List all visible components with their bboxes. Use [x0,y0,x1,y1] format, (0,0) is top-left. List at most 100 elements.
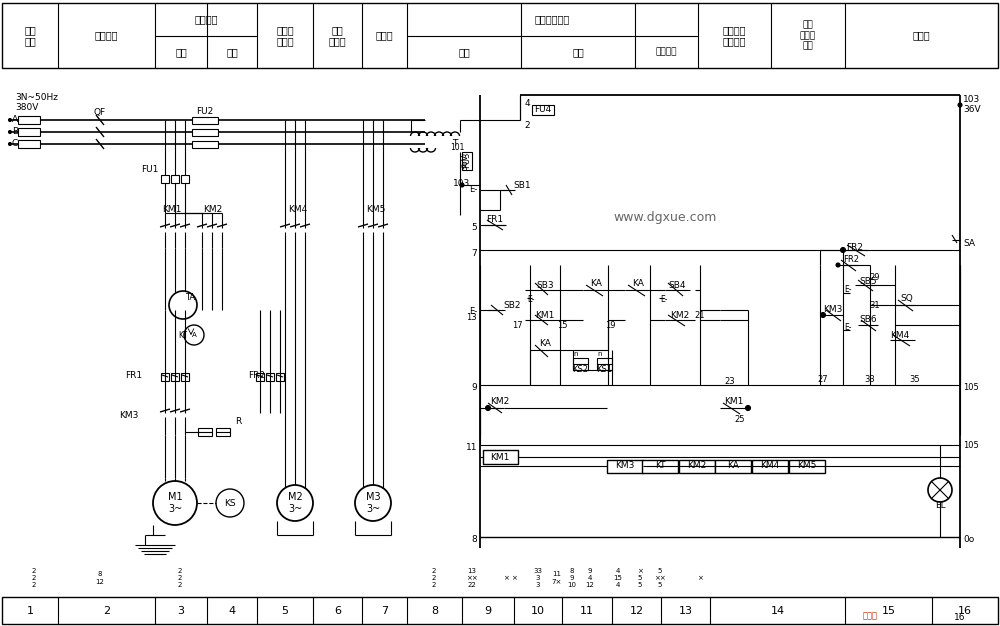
Text: 7: 7 [471,249,477,257]
Text: FR2: FR2 [248,371,265,379]
Text: KA: KA [632,279,644,289]
Bar [171,373,179,381]
Bar [2,597,998,624]
Bar [532,105,554,115]
Text: KM2: KM2 [203,205,223,215]
Text: 11: 11 [580,605,594,615]
Text: 21: 21 [695,312,705,321]
Text: ×: × [511,575,517,581]
Text: 主电动机控制: 主电动机控制 [535,14,570,24]
Text: SB6: SB6 [859,316,877,324]
Text: 5
××
5: 5 ×× 5 [654,568,666,588]
Text: 2
2
2: 2 2 2 [32,568,36,588]
Bar [181,373,189,381]
Bar [607,460,643,473]
Text: www.dgxue.com: www.dgxue.com [613,212,717,225]
Text: 8
12: 8 12 [96,572,104,585]
Bar [192,141,218,148]
Text: 35: 35 [910,376,920,384]
Text: E-: E- [844,285,852,294]
Text: FU3: FU3 [462,152,472,168]
Bar [266,373,274,381]
Text: C: C [12,140,18,148]
Text: FR2: FR2 [846,244,864,252]
Text: 制动: 制动 [572,47,584,57]
Text: FR1: FR1 [125,371,142,379]
Text: 12: 12 [629,605,644,615]
Text: KM1: KM1 [490,453,510,461]
Text: 冷却泵电
动机控制: 冷却泵电 动机控制 [723,24,746,46]
Text: KA: KA [539,339,551,349]
Bar [192,117,218,124]
Text: 13: 13 [466,314,477,322]
Text: TA: TA [185,294,195,302]
Circle shape [928,478,952,502]
Circle shape [8,118,12,121]
Text: 8: 8 [431,605,438,615]
Text: 冷却泵
电动机: 冷却泵 电动机 [276,24,294,46]
Text: KM3: KM3 [615,461,635,471]
Bar [597,358,612,370]
Text: KM1: KM1 [724,398,744,406]
Text: 8: 8 [471,535,477,545]
Text: 105: 105 [963,441,979,449]
Text: KM1: KM1 [535,310,555,319]
Circle shape [840,247,846,252]
Circle shape [355,485,391,521]
Circle shape [8,130,12,133]
Text: n: n [574,351,578,357]
Text: EL: EL [935,501,945,510]
Text: 36V: 36V [460,154,470,170]
Text: FU2: FU2 [196,106,214,116]
Text: 3: 3 [178,605,184,615]
Text: 3N~50Hz: 3N~50Hz [15,93,58,103]
Text: 电源开关: 电源开关 [95,31,118,41]
Text: FR2: FR2 [843,255,859,265]
Text: 反转: 反转 [226,47,238,57]
Text: M3
3~: M3 3~ [366,492,380,514]
Circle shape [184,325,204,345]
Text: 正转: 正转 [175,47,187,57]
Text: KT: KT [178,331,187,339]
Text: KM4: KM4 [288,205,308,215]
Text: A: A [12,116,18,125]
Text: 9: 9 [471,384,477,393]
Text: 29: 29 [870,274,880,282]
Bar [276,373,284,381]
Text: 101: 101 [451,143,465,151]
Text: 11
7×: 11 7× [552,572,562,585]
Text: 接线图: 接线图 [862,612,878,620]
Text: 7: 7 [381,605,388,615]
Text: KM2: KM2 [687,461,707,471]
Text: M1
3~: M1 3~ [168,492,182,514]
Bar [18,128,40,136]
Text: SB1: SB1 [513,180,531,190]
Bar [462,152,472,170]
Text: 36V: 36V [963,106,981,115]
Circle shape [460,183,464,187]
Text: 2
2
2: 2 2 2 [178,568,182,588]
Text: A: A [192,332,196,338]
Text: 16: 16 [954,613,966,622]
Text: 快速
电动机
控制: 快速 电动机 控制 [800,21,816,51]
Text: SQ: SQ [900,294,913,302]
Bar [573,358,588,370]
Text: 6: 6 [334,605,341,615]
Text: 8
9
10: 8 9 10 [568,568,576,588]
Circle shape [836,263,840,267]
Text: KM3: KM3 [119,411,138,419]
Text: 起动反转: 起动反转 [656,48,677,56]
Text: 4: 4 [228,605,236,615]
Text: 快速
电动机: 快速 电动机 [329,24,346,46]
Text: 27: 27 [818,376,828,384]
Bar [171,175,179,183]
Text: FU4: FU4 [534,106,552,115]
Text: 正转: 正转 [458,47,470,57]
Bar [256,373,264,381]
Text: QF: QF [94,108,106,116]
Text: E-: E- [527,295,534,304]
Text: KM5: KM5 [366,205,386,215]
Circle shape [277,485,313,521]
Text: ×: × [503,575,509,581]
Text: KT: KT [655,461,665,471]
